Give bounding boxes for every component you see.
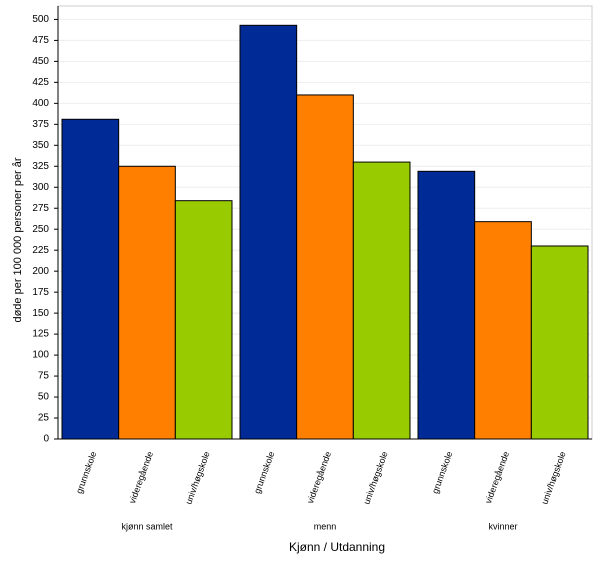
bar — [296, 94, 354, 440]
y-tick-label: 25 — [38, 413, 50, 424]
y-tick-label: 500 — [32, 14, 49, 25]
bar — [239, 24, 298, 440]
x-tick-label: univ/høgskole — [539, 450, 567, 506]
group-label: kjønn samlet — [121, 521, 173, 531]
y-tick-label: 350 — [32, 140, 49, 151]
x-tick-label: univ/høgskole — [361, 450, 389, 506]
y-tick-label: 150 — [32, 308, 49, 319]
y-tick-label: 200 — [32, 266, 49, 277]
x-tick-label: videregående — [305, 450, 333, 505]
bar — [118, 165, 176, 440]
y-tick-label: 75 — [38, 371, 50, 382]
group-label: menn — [314, 521, 337, 531]
y-axis-title: døde per 100 000 personer per år — [12, 157, 24, 322]
y-tick-label: 375 — [32, 119, 49, 130]
x-axis-title: Kjønn / Utdanning — [289, 540, 385, 554]
y-tick-label: 50 — [38, 392, 50, 403]
bar — [352, 161, 411, 440]
y-tick-label: 450 — [32, 56, 49, 67]
y-tick-label: 250 — [32, 224, 49, 235]
x-tick-label: grunnskole — [252, 450, 276, 495]
y-tick-label: 175 — [32, 287, 49, 298]
y-tick-label: 100 — [32, 350, 49, 361]
y-tick-label: 225 — [32, 245, 49, 256]
x-tick-label: videregående — [483, 450, 511, 505]
y-tick-label: 425 — [32, 77, 49, 88]
bar — [61, 118, 120, 440]
y-tick-label: 400 — [32, 98, 49, 109]
bar — [474, 221, 532, 440]
y-tick-label: 300 — [32, 182, 49, 193]
bar — [530, 245, 589, 440]
y-tick-label: 325 — [32, 161, 49, 172]
x-tick-label: grunnskole — [430, 450, 454, 495]
bar — [417, 170, 476, 440]
y-tick-label: 275 — [32, 203, 49, 214]
x-tick-label: grunnskole — [74, 450, 98, 495]
group-label: kvinner — [488, 521, 517, 531]
bar — [174, 200, 233, 440]
y-tick-label: 0 — [43, 434, 49, 445]
x-tick-label: univ/høgskole — [183, 450, 211, 506]
x-tick-label: videregående — [127, 450, 155, 505]
y-tick-label: 475 — [32, 35, 49, 46]
y-tick-label: 125 — [32, 329, 49, 340]
